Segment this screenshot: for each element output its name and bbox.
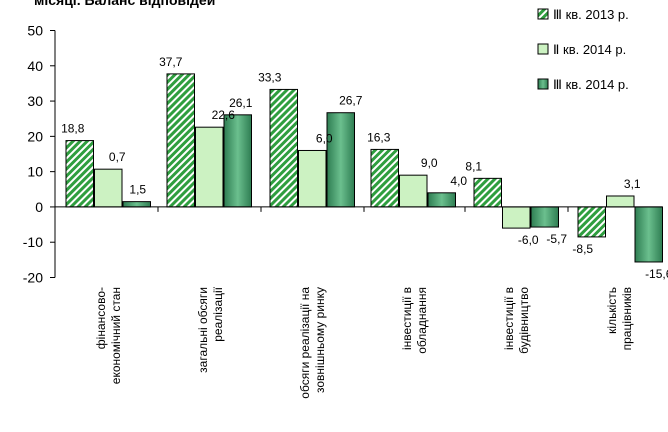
data-label: 4,0 (450, 174, 467, 188)
category-label: фінансово- (94, 287, 108, 349)
y-axis: 50 40 30 20 10 0 -10 -20 (23, 23, 56, 286)
category-label: зовнішньому ринку (313, 287, 327, 393)
chart-title: місяці. Баланс відповідей (34, 0, 215, 8)
bars (65, 73, 663, 263)
category-label: працівників (620, 287, 634, 350)
legend-label-2: Ⅱ кв. 2014 р. (553, 42, 626, 57)
data-label: 8,1 (465, 159, 482, 173)
data-label: -6,0 (518, 233, 539, 247)
bar-s1-c5 (473, 177, 502, 208)
bar-s2-c5 (502, 206, 531, 229)
bar-s1-c3 (269, 88, 298, 208)
data-label: 3,1 (624, 177, 641, 191)
bar-s3-c6 (634, 206, 663, 263)
bar-s3-c3 (326, 112, 355, 208)
data-label: 18,8 (61, 122, 85, 136)
category-label: кількість (605, 287, 619, 334)
y-tick-label: 10 (27, 164, 43, 180)
bar-s2-c3 (298, 149, 327, 208)
data-label: -5,7 (546, 232, 567, 246)
data-label: 22,6 (212, 108, 236, 122)
category-label: інвестиції в (502, 287, 516, 350)
data-label: -15,6 (645, 267, 668, 281)
data-label: 33,3 (258, 70, 282, 84)
legend-swatch-3 (537, 78, 549, 90)
data-label: 9,0 (421, 156, 438, 170)
bar-s3-c1 (122, 201, 151, 208)
category-label: обсяги реалізації на (298, 287, 312, 399)
y-tick-label: -20 (23, 270, 43, 286)
data-label: -8,5 (572, 242, 593, 256)
category-label: будівництво (517, 287, 531, 354)
category-label: обладнання (415, 287, 429, 354)
legend: Ⅲ кв. 2013 р. Ⅱ кв. 2014 р. Ⅲ кв. 2014 р. (537, 7, 629, 92)
category-label: інвестиції в (400, 287, 414, 350)
data-label: 0,7 (109, 150, 126, 164)
data-label: 37,7 (159, 55, 183, 69)
x-axis (55, 206, 662, 212)
y-tick-label: 50 (27, 23, 43, 39)
data-label: 26,7 (339, 94, 363, 108)
bar-s1-c1 (65, 140, 94, 208)
category-label: реалізації (211, 286, 225, 341)
data-labels: 18,8 37,7 33,3 16,3 8,1 -8,5 0,7 22,6 6,0 9,0 -6,0… (61, 55, 668, 281)
legend-label-3: Ⅲ кв. 2014 р. (553, 77, 629, 92)
category-label: загальні обсяги (196, 287, 210, 373)
legend-swatch-1 (537, 8, 549, 20)
y-tick-label: 30 (27, 93, 43, 109)
category-label: економічний стан (109, 287, 123, 384)
data-label: 16,3 (367, 130, 391, 144)
y-tick-label: 40 (27, 58, 43, 74)
data-label: 1,5 (129, 183, 146, 197)
bar-s2-c1 (94, 168, 123, 208)
bar-s1-c2 (166, 73, 195, 208)
legend-label-1: Ⅲ кв. 2013 р. (553, 7, 629, 22)
bar-s3-c4 (427, 192, 456, 208)
bar-s1-c6 (577, 206, 606, 238)
bar-s2-c6 (606, 195, 635, 208)
y-tick-label: -10 (23, 234, 43, 250)
legend-swatch-2 (537, 43, 549, 55)
category-labels: фінансово-економічний стан загальні обсяг… (94, 286, 634, 398)
bar-s2-c2 (195, 126, 224, 208)
bar-s3-c2 (223, 114, 252, 208)
bar-s1-c4 (370, 148, 399, 208)
y-tick-label: 20 (27, 128, 43, 144)
data-label: 6,0 (316, 131, 333, 145)
bar-s2-c4 (399, 174, 428, 208)
bar-s3-c5 (530, 206, 559, 228)
data-label: 26,1 (229, 96, 253, 110)
y-tick-label: 0 (35, 199, 43, 215)
